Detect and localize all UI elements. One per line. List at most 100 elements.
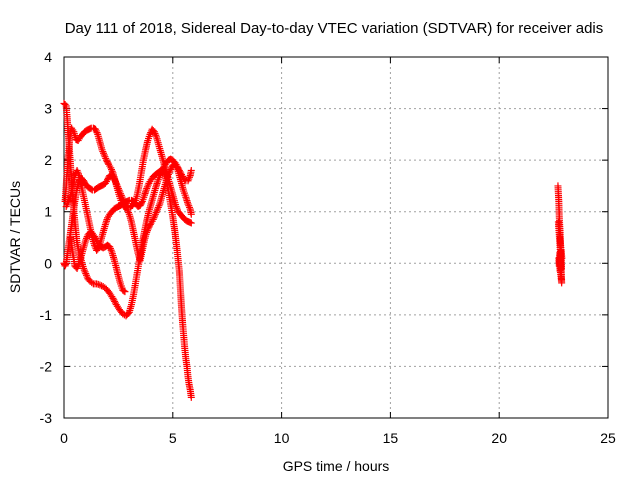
data-point (102, 154, 110, 162)
data-point (154, 203, 162, 211)
data-point (98, 146, 106, 154)
data-point (185, 203, 193, 211)
data-point (75, 261, 83, 269)
data-point (187, 166, 195, 174)
chart-title: Day 111 of 2018, Sidereal Day-to-day VTE… (65, 20, 604, 37)
data-point (120, 287, 128, 295)
data-point (155, 202, 163, 210)
data-point (82, 236, 90, 244)
data-point (100, 151, 108, 159)
y-tick-label: -3 (40, 410, 53, 426)
data-point (144, 225, 152, 233)
data-point (121, 288, 129, 296)
data-point (143, 183, 151, 191)
data-point (82, 234, 90, 242)
data-point (117, 190, 125, 198)
data-point (114, 183, 122, 191)
data-point (100, 149, 108, 157)
data-point (146, 130, 154, 138)
data-point (115, 186, 123, 194)
data-point (64, 199, 72, 207)
data-point (143, 228, 151, 236)
data-point (149, 215, 157, 223)
data-point (106, 243, 114, 251)
data-point (558, 254, 566, 262)
data-point (64, 197, 72, 205)
data-point (152, 131, 160, 139)
data-point (185, 175, 193, 183)
data-point (81, 268, 89, 276)
data-point (187, 393, 195, 401)
data-point (143, 227, 151, 235)
data-point (166, 167, 174, 175)
data-point (65, 196, 73, 204)
x-tick-label: 0 (60, 430, 68, 446)
plot-frame (63, 56, 609, 419)
data-point (112, 179, 120, 187)
x-axis-label: GPS time / hours (283, 458, 390, 474)
data-point (150, 214, 158, 222)
data-point (111, 297, 119, 305)
data-point (117, 191, 125, 199)
ticks: 0 5 10 15 20 25 -3 -2 -1 0 1 2 3 4 (40, 49, 616, 446)
data-point (110, 174, 118, 182)
data-point (63, 201, 71, 209)
data-point (106, 245, 114, 253)
data-point (152, 209, 160, 217)
data-point (114, 185, 122, 193)
y-axis-label: SDTVAR / TECUs (7, 181, 23, 293)
data-point (73, 264, 81, 272)
data-point (185, 202, 193, 210)
y-tick-label: 4 (44, 49, 52, 65)
data-point (82, 271, 90, 279)
y-tick-label: 0 (44, 255, 52, 271)
data-point (92, 127, 100, 135)
data-point (144, 181, 152, 189)
y-tick-label: -2 (40, 358, 53, 374)
data-point (75, 170, 83, 178)
data-point (184, 200, 192, 208)
data-point (93, 129, 101, 137)
data-point (61, 100, 69, 108)
data-point (111, 176, 119, 184)
data-point (184, 177, 192, 185)
data-point (113, 181, 121, 189)
data-point (82, 270, 90, 278)
data-point (151, 212, 159, 220)
x-tick-label: 20 (491, 430, 507, 446)
data-point (92, 125, 100, 133)
data-point (74, 168, 82, 176)
data-point (153, 207, 161, 215)
data-point (74, 263, 82, 271)
data-point (80, 266, 88, 274)
data-points (60, 99, 566, 401)
data-point (107, 246, 115, 254)
data-point (62, 203, 70, 211)
x-tick-label: 15 (383, 430, 399, 446)
data-point (88, 279, 96, 287)
data-point (99, 148, 107, 156)
data-point (101, 153, 109, 161)
data-point (159, 168, 167, 176)
data-point (185, 173, 193, 181)
data-point (123, 205, 131, 213)
x-tick-label: 5 (169, 430, 177, 446)
data-point (96, 281, 104, 289)
data-point (150, 128, 158, 136)
data-point (116, 188, 124, 196)
data-point (80, 264, 88, 272)
data-point (66, 194, 74, 202)
data-point (187, 219, 195, 227)
data-point (124, 207, 132, 215)
data-point (143, 185, 151, 193)
data-point (151, 210, 159, 218)
data-point (187, 210, 195, 218)
data-point (151, 129, 159, 137)
y-tick-label: 3 (44, 101, 52, 117)
data-point (73, 166, 81, 174)
y-tick-label: -1 (40, 307, 53, 323)
data-point (138, 199, 146, 207)
data-point (109, 294, 117, 302)
data-point (118, 193, 126, 201)
